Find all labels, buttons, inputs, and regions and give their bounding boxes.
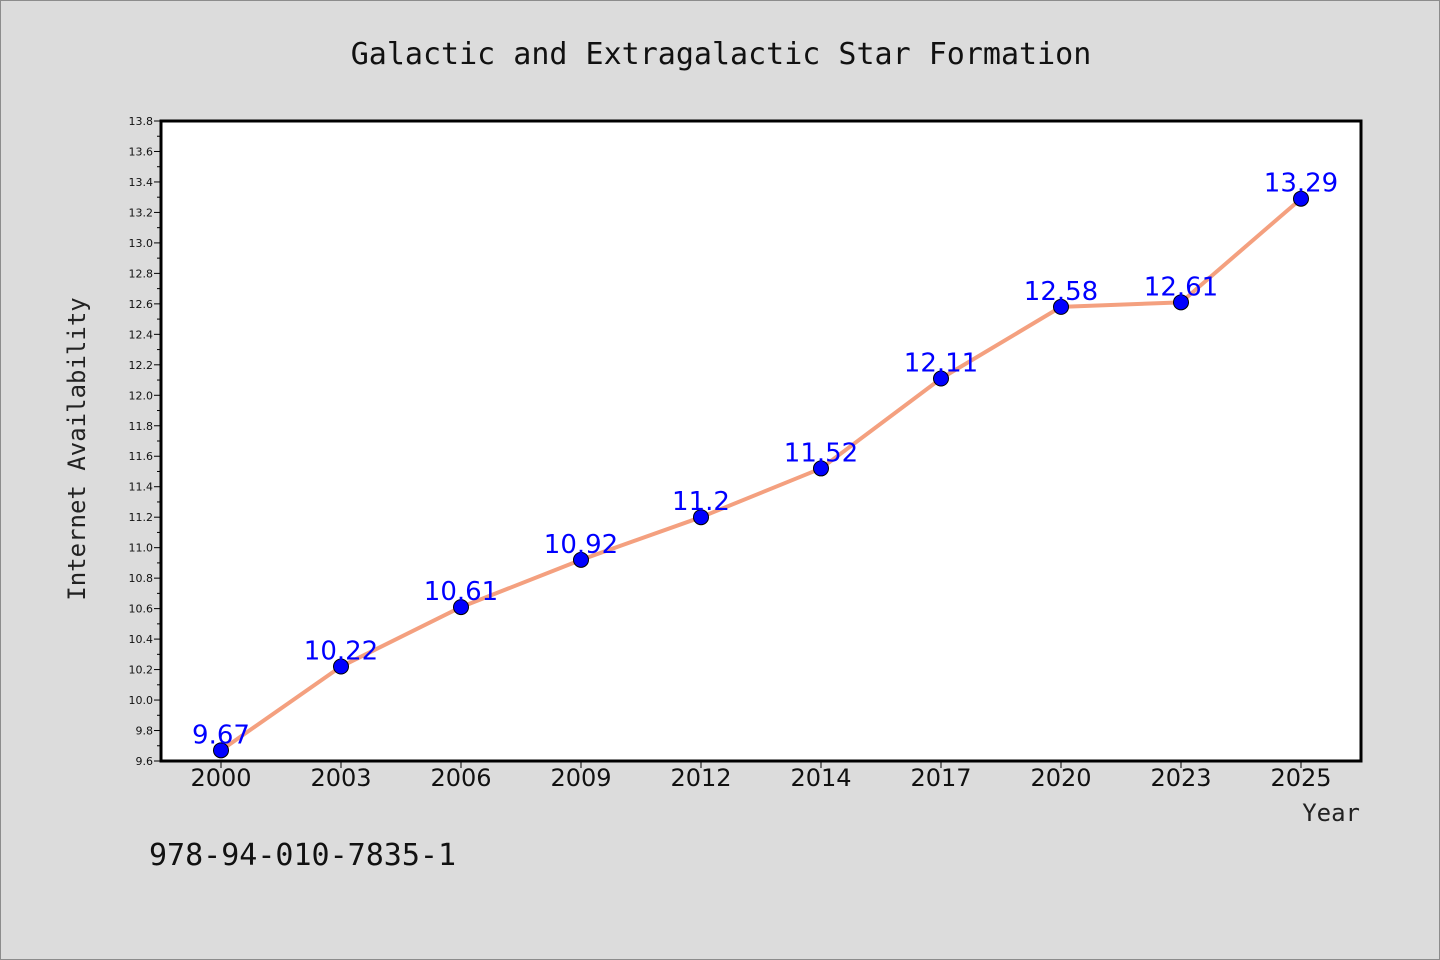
y-tick-label: 13.0 — [129, 237, 154, 250]
y-tick-label: 10.0 — [129, 694, 154, 707]
y-tick-label: 12.6 — [129, 298, 154, 311]
y-tick-label: 10.4 — [129, 633, 154, 646]
y-tick-label: 13.2 — [129, 206, 154, 219]
x-tick-label: 2000 — [190, 764, 251, 792]
y-axis-label: Internet Availability — [63, 297, 91, 600]
y-tick-label: 11.4 — [129, 481, 154, 494]
series-line — [219, 196, 1303, 753]
x-axis-label: Year — [1302, 799, 1360, 827]
data-label: 10.61 — [424, 577, 498, 607]
x-tick-label: 2009 — [550, 764, 611, 792]
data-point-marker — [1053, 298, 1069, 315]
data-point-marker — [813, 460, 829, 477]
data-label: 10.92 — [544, 530, 618, 560]
y-tick-label: 11.0 — [129, 542, 154, 555]
data-point-marker — [213, 742, 229, 759]
y-axis: 9.6 9.8 10.0 10.2 10.4 10.6 10.8 11.0 11.2 11.4 11… — [129, 115, 161, 768]
data-label: 12.58 — [1024, 277, 1098, 307]
x-tick-label: 2023 — [1150, 764, 1211, 792]
data-point-marker — [693, 509, 709, 526]
isbn-text: 978-94-010-7835-1 — [149, 838, 456, 873]
y-tick-label: 10.8 — [129, 572, 154, 585]
chart-title: Galactic and Extragalactic Star Formatio… — [351, 37, 1092, 72]
y-tick-label: 11.8 — [129, 420, 154, 433]
data-point-marker — [933, 370, 949, 387]
y-tick-label: 12.2 — [129, 359, 154, 372]
data-label: 10.22 — [304, 637, 378, 667]
data-label: 12.11 — [904, 349, 978, 379]
data-point-marker — [333, 658, 349, 675]
data-label: 11.52 — [784, 438, 858, 468]
data-point-marker — [1173, 294, 1189, 311]
y-tick-label: 11.2 — [129, 511, 154, 524]
x-tick-label: 2025 — [1270, 764, 1331, 792]
y-tick-label: 10.2 — [129, 664, 154, 677]
data-label: 13.29 — [1264, 169, 1338, 199]
data-point-marker — [453, 599, 469, 616]
y-tick-label: 12.8 — [129, 267, 154, 280]
y-tick-label: 10.6 — [129, 603, 154, 616]
y-tick-label: 9.6 — [136, 755, 154, 768]
y-tick-label: 13.6 — [129, 145, 154, 158]
series-line-group — [213, 190, 1309, 759]
x-axis: 2000 2003 2006 2009 2012 2014 2017 2020 2023 2025 — [190, 761, 1332, 792]
data-point-marker — [1293, 190, 1309, 207]
data-label: 9.67 — [192, 720, 250, 750]
y-tick-label: 9.8 — [136, 725, 154, 738]
y-tick-label: 12.0 — [129, 389, 154, 402]
x-tick-label: 2020 — [1030, 764, 1091, 792]
data-label: 11.2 — [672, 487, 730, 517]
data-label: 12.61 — [1144, 272, 1218, 302]
y-tick-label: 11.6 — [129, 450, 154, 463]
x-tick-label: 2017 — [910, 764, 971, 792]
x-tick-label: 2006 — [430, 764, 491, 792]
plot-area — [161, 121, 1361, 761]
data-label-group: 9.67 10.22 10.61 10.92 11.2 11.52 12.11 12.58 12… — [192, 169, 1338, 751]
y-tick-label: 13.4 — [129, 176, 154, 189]
x-tick-label: 2012 — [670, 764, 731, 792]
y-tick-label: 13.8 — [129, 115, 154, 128]
data-point-marker — [573, 551, 589, 568]
x-tick-label: 2014 — [790, 764, 851, 792]
plot-border — [159, 119, 1363, 763]
x-tick-label: 2003 — [310, 764, 371, 792]
y-tick-label: 12.4 — [129, 328, 154, 341]
